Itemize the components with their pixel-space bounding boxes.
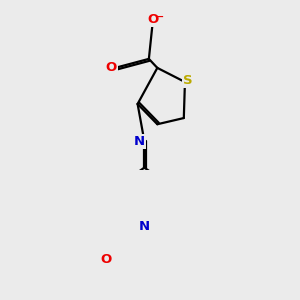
Text: N: N — [134, 135, 145, 148]
Text: O: O — [147, 13, 158, 26]
Text: −: − — [155, 11, 165, 21]
Text: O: O — [101, 253, 112, 266]
Text: S: S — [183, 74, 193, 87]
Text: N: N — [139, 220, 150, 233]
Text: O: O — [105, 61, 116, 74]
